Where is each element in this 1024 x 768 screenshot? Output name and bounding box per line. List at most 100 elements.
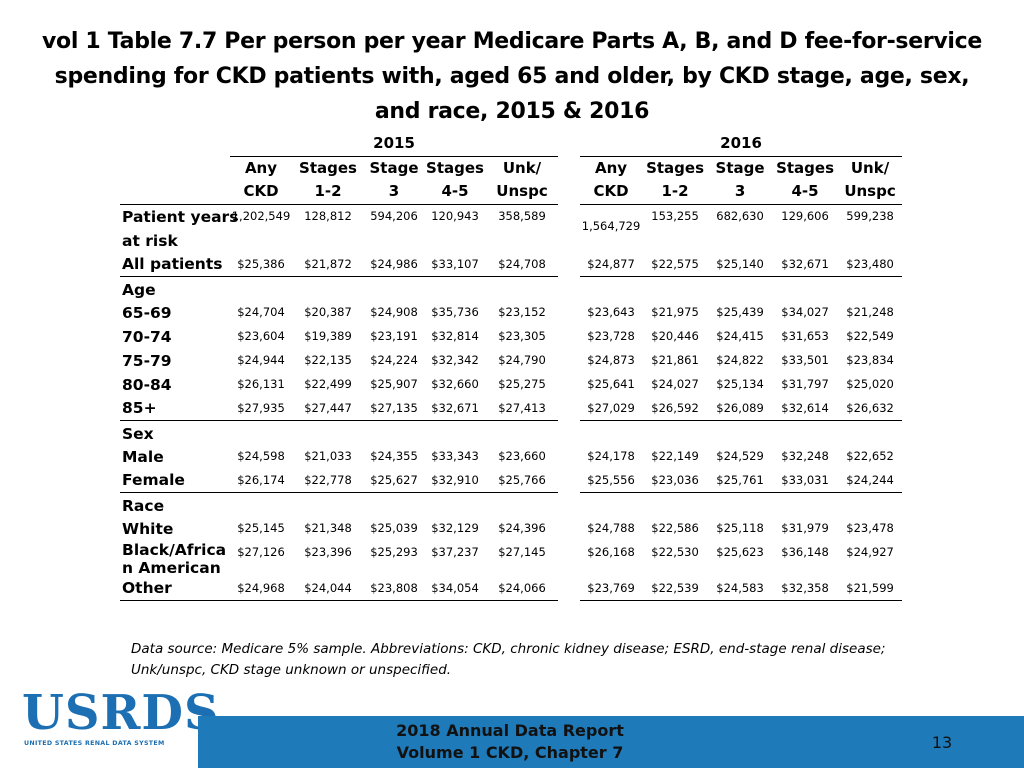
cell-race-black-african-american-2015-3: $37,237 [431, 544, 479, 559]
section-header-age: Age [120, 276, 230, 301]
cell-race-other-2016-1: $22,539 [642, 576, 709, 601]
cell-sex-male-2015-4: $23,660 [498, 448, 546, 463]
cell-age-80-84-2016-2: $25,134 [716, 376, 764, 391]
cell-all-patients-2016-4: $23,480 [846, 256, 894, 271]
cell-age-70-74-2016-3: $31,653 [781, 328, 829, 343]
cell-age-75-79-2015-3: $32,342 [431, 352, 479, 367]
cell-age-75-79-2015-2: $24,224 [370, 352, 418, 367]
year-header-2016: 2016 [580, 130, 903, 157]
cell-patient-years-2015-stages-1-2: 128,812 [304, 208, 352, 223]
cell-all-patients-2016-1: $22,575 [651, 256, 699, 271]
col-header-2016-3-line2: 4-5 [772, 180, 839, 205]
cell-age-70-74-2016-4: $22,549 [846, 328, 894, 343]
cell-age-80-84-2015-2: $25,907 [370, 376, 418, 391]
cell-patient-years-2016-unk: 599,238 [846, 208, 894, 223]
cell-age-65-69-2015-1: $20,387 [304, 304, 352, 319]
cell-sex-male-2015-2: $24,355 [370, 448, 418, 463]
cell-age-80-84-2015-0: $26,131 [237, 376, 285, 391]
section-row-race: Race [120, 492, 903, 517]
cell-age-75-79-2015-4: $24,790 [498, 352, 546, 367]
row-label-race-white: White [120, 517, 230, 541]
cell-race-white-2015-1: $21,348 [304, 520, 352, 535]
col-header-2015-3-line2: 4-5 [424, 180, 486, 205]
cell-age-80-84-2016-4: $25,020 [846, 376, 894, 391]
cell-age-65-69-2016-4: $21,248 [846, 304, 894, 319]
cell-race-other-2015-1: $24,044 [292, 576, 364, 601]
row-label-age-65-69-line1: 65-69 [122, 303, 172, 322]
cell-patient-years-2016-stages-4-5: 129,606 [781, 208, 829, 223]
cell-age-65-69-2016-3: $34,027 [781, 304, 829, 319]
cell-age-70-74-2015-1: $19,389 [304, 328, 352, 343]
cell-race-other-2016-4: $21,599 [838, 576, 903, 601]
table-row: Black/Africa n American $27,126 $23,396 $25,… [120, 541, 902, 577]
cell-age-75-79-2016-3: $33,501 [781, 352, 829, 367]
cell-sex-male-2015-3: $33,343 [431, 448, 479, 463]
row-label-race-black-african-american: Black/Africa n American [120, 541, 230, 577]
cell-age-85--2016-2: $26,089 [716, 400, 764, 415]
table-row: Female $26,174 $22,778 $25,627 $32,910 $25,76… [120, 469, 902, 493]
patient-years-2016-any-ckd-value: 1,564,729 [581, 218, 641, 233]
cell-race-other-2015-0: $24,968 [230, 576, 292, 601]
row-label-race-white-line1: White [122, 519, 174, 538]
col-header-2016-3-line1: Stages [776, 159, 834, 178]
table-row: 75-79 $24,944 $22,135 $24,224 $32,342 $24,790… [120, 349, 902, 373]
col-header-2016-0-line1: Any [594, 159, 628, 178]
cell-age-85--2016-0: $27,029 [587, 400, 635, 415]
cell-age-75-79-2016-4: $23,834 [846, 352, 894, 367]
row-label-age-80-84: 80-84 [120, 373, 230, 397]
footnote: Data source: Medicare 5% sample. Abbrevi… [131, 641, 886, 678]
row-label-race-other-line1: Other [122, 579, 172, 598]
cell-race-white-2016-1: $22,586 [651, 520, 699, 535]
section-row-age: Age [120, 276, 903, 301]
cell-age-75-79-2016-0: $24,873 [587, 352, 635, 367]
row-label-age-85--line1: 85+ [122, 399, 157, 418]
row-label-sex-female-line1: Female [122, 471, 185, 490]
col-header-2016-0-line2: CKD [580, 180, 643, 205]
col-header-2015-0-line1: Any [244, 159, 278, 178]
cell-age-80-84-2015-1: $22,499 [304, 376, 352, 391]
logo-subtitle: UNITED STATES RENAL DATA SYSTEM [24, 740, 165, 747]
cell-age-80-84-2015-4: $25,275 [498, 376, 546, 391]
cell-age-65-69-2016-0: $23,643 [587, 304, 635, 319]
cell-age-65-69-2016-1: $21,975 [651, 304, 699, 319]
row-label-age-75-79-line1: 75-79 [122, 351, 172, 370]
footer-line1: 2018 Annual Data Report [396, 721, 624, 740]
footer-line2: Volume 1 CKD, Chapter 7 [396, 743, 624, 762]
patient-years-label-line2: at risk [122, 231, 178, 250]
col-header-2015-4-line2: Unspc [486, 180, 559, 205]
cell-sex-female-2015-3: $32,910 [431, 472, 479, 487]
cell-age-65-69-2015-2: $24,908 [370, 304, 418, 319]
row-label-sex-male: Male [120, 445, 230, 469]
row-label-all-patients-line1: All patients [122, 255, 223, 274]
cell-race-black-african-american-2015-2: $25,293 [370, 544, 418, 559]
col-header-2016-4-line1: Unk/ [850, 159, 890, 178]
cell-all-patients-2016-2: $25,140 [716, 256, 764, 271]
cell-race-white-2016-0: $24,788 [587, 520, 635, 535]
page-number: 13 [931, 733, 953, 752]
cell-race-other-2016-3: $32,358 [772, 576, 839, 601]
cell-race-white-2016-3: $31,979 [781, 520, 829, 535]
row-label-race-other: Other [120, 576, 230, 601]
cell-race-other-2015-4: $24,066 [486, 576, 559, 601]
slide-title: vol 1 Table 7.7 Per person per year Medi… [41, 29, 983, 124]
table-row: Male $24,598 $21,033 $24,355 $33,343 $23,660 $… [120, 445, 902, 469]
cell-sex-female-2016-0: $25,556 [587, 472, 635, 487]
cell-sex-male-2016-3: $32,248 [781, 448, 829, 463]
cell-age-75-79-2016-1: $21,861 [651, 352, 699, 367]
cell-race-white-2015-3: $32,129 [431, 520, 479, 535]
cell-race-white-2016-2: $25,118 [716, 520, 764, 535]
col-header-2015-3-line1: Stages [426, 159, 484, 178]
table-row: 85+ $27,935 $27,447 $27,135 $32,671 $27,413 $2… [120, 397, 902, 421]
row-label-age-70-74-line1: 70-74 [122, 327, 172, 346]
table-row: All patients $25,386 $21,872 $24,986 $33,107… [120, 253, 902, 277]
cell-age-85--2016-3: $32,614 [781, 400, 829, 415]
col-header-2016-4-line2: Unspc [838, 180, 903, 205]
cell-age-85--2015-2: $27,135 [370, 400, 418, 415]
cell-patient-years-2015-unk: 358,589 [498, 208, 546, 223]
table-row: White $25,145 $21,348 $25,039 $32,129 $24,396… [120, 517, 902, 541]
cell-all-patients-2016-0: $24,877 [587, 256, 635, 271]
cell-age-75-79-2015-1: $22,135 [304, 352, 352, 367]
cell-sex-female-2016-3: $33,031 [781, 472, 829, 487]
cell-patient-years-2015-any-ckd: 1,202,549 [231, 208, 291, 223]
col-header-2015-1-line2: 1-2 [292, 180, 364, 205]
